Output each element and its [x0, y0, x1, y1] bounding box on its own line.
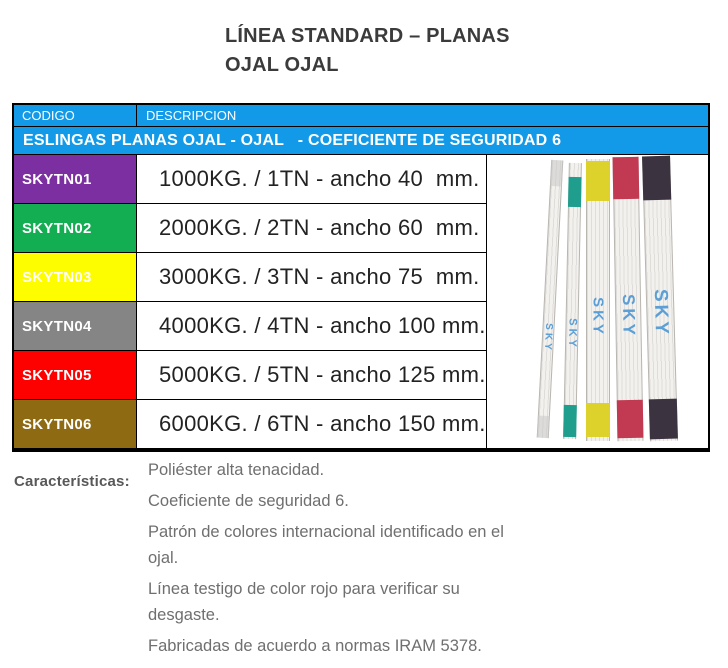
table-banner: ESLINGAS PLANAS OJAL - OJAL - COEFICIENT…	[14, 126, 708, 154]
code-cell: SKYTN01	[14, 155, 137, 203]
column-header-codigo: CODIGO	[14, 105, 137, 126]
strap-tip	[550, 159, 564, 187]
page-title-line2: OJAL OJAL	[225, 54, 339, 76]
table-row: SKYTN06 6000KG. / 6TN - ancho 150 mm.	[14, 399, 487, 448]
description-cell: 3000KG. / 3TN - ancho 75 mm.	[159, 264, 480, 289]
sky-brand-text: SKY	[650, 288, 673, 338]
code-cell: SKYTN03	[14, 253, 137, 301]
characteristic-item: Línea testigo de color rojo para verific…	[148, 580, 460, 624]
characteristic-item: Coeficiente de seguridad 6.	[148, 492, 349, 510]
code-cell: SKYTN04	[14, 302, 137, 350]
table-row: SKYTN03 3000KG. / 3TN - ancho 75 mm.	[14, 252, 487, 301]
strap-tip	[568, 176, 582, 208]
table-row: SKYTN01 1000KG. / 1TN - ancho 40 mm.	[14, 155, 486, 203]
strap-tip	[612, 156, 640, 200]
description-cell: 2000KG. / 2TN - ancho 60 mm.	[159, 215, 480, 240]
table-left-columns: SKYTN01 1000KG. / 1TN - ancho 40 mm. SKY…	[14, 155, 487, 448]
characteristic-item: Fabricadas de acuerdo a normas IRAM 5378…	[148, 637, 482, 655]
table-row: SKYTN02 2000KG. / 2TN - ancho 60 mm.	[14, 203, 487, 252]
sky-brand-text: SKY	[542, 322, 555, 353]
table-header-row: CODIGO DESCRIPCION	[14, 105, 708, 126]
sling-strap-gray: SKY	[537, 159, 564, 439]
sling-strap-yellow: SKY	[586, 159, 611, 441]
sky-brand-text: SKY	[565, 318, 579, 351]
page-title-line1: LÍNEA STANDARD – PLANAS	[225, 25, 510, 47]
page-title: LÍNEA STANDARD – PLANAS OJAL OJAL	[225, 22, 510, 80]
sling-strap-teal: SKY	[563, 162, 583, 440]
characteristics-label: Características:	[14, 473, 130, 490]
table-row: SKYTN04 4000KG. / 4TN - ancho 100 mm.	[14, 301, 487, 350]
description-cell: 6000KG. / 6TN - ancho 150 mm.	[159, 411, 486, 436]
sling-product-table: CODIGO DESCRIPCION ESLINGAS PLANAS OJAL …	[12, 103, 710, 452]
characteristics-section: Características: Poliéster alta tenacida…	[0, 452, 728, 664]
strap-tip	[649, 398, 679, 440]
sling-photo: SKY SKY SKY SKY SKY	[486, 155, 708, 448]
sling-strap-dark: SKY	[642, 155, 679, 442]
code-cell: SKYTN06	[14, 400, 137, 448]
description-cell: 5000KG. / 5TN - ancho 125 mm.	[159, 362, 486, 387]
strap-tip	[537, 415, 551, 439]
sling-strap-red: SKY	[612, 156, 644, 442]
table-body: SKYTN01 1000KG. / 1TN - ancho 40 mm. SKY…	[14, 154, 708, 448]
sky-brand-text: SKY	[589, 296, 607, 337]
strap-tip	[617, 399, 644, 439]
characteristics-list: Poliéster alta tenacidad. Coeficiente de…	[148, 452, 578, 664]
code-cell: SKYTN05	[14, 351, 137, 399]
strap-tip	[563, 404, 578, 438]
characteristic-item: Poliéster alta tenacidad.	[148, 461, 325, 479]
strap-tip	[642, 155, 672, 201]
description-cell: 1000KG. / 1TN - ancho 40 mm.	[159, 166, 480, 191]
table-row: SKYTN05 5000KG. / 5TN - ancho 125 mm.	[14, 350, 487, 399]
code-cell: SKYTN02	[14, 204, 137, 252]
strap-tip	[586, 161, 611, 201]
column-header-descripcion: DESCRIPCION	[146, 108, 237, 123]
description-cell: 4000KG. / 4TN - ancho 100 mm.	[159, 313, 486, 338]
strap-tip	[586, 403, 611, 437]
sky-brand-text: SKY	[619, 293, 639, 339]
characteristic-item: Patrón de colores internacional identifi…	[148, 523, 504, 567]
